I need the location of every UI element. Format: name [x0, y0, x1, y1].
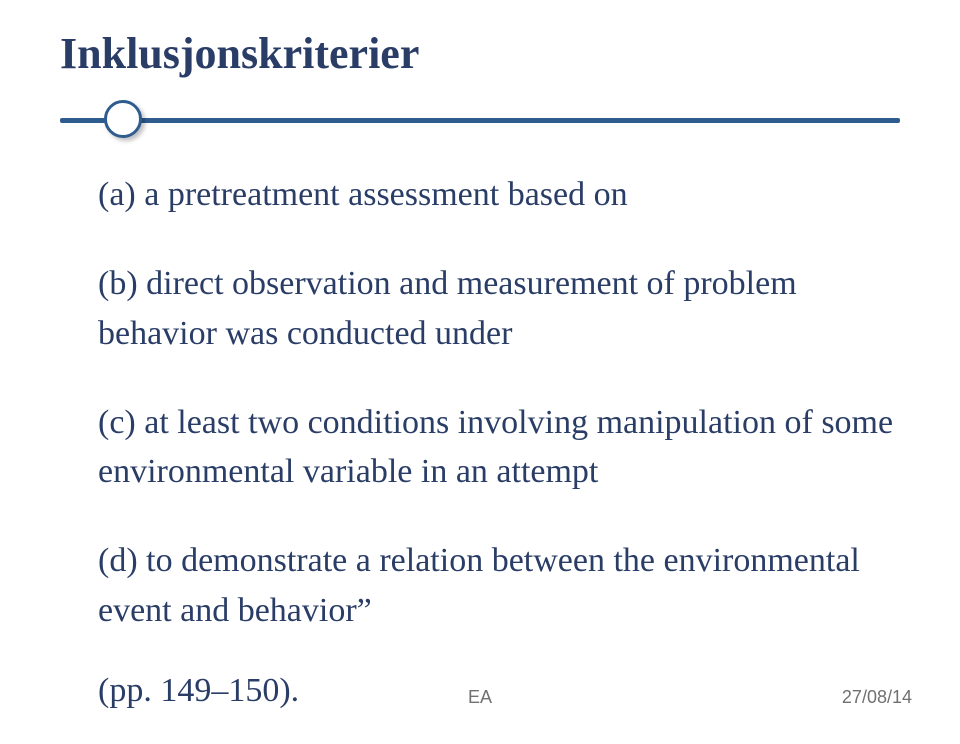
body-text: (a) a pretreatment assessment based on (…: [98, 170, 898, 675]
body-line-b: (b) direct observation and measurement o…: [98, 259, 898, 358]
slide: Inklusjonskriterier (a) a pretreatment a…: [0, 0, 960, 744]
body-line-d: (d) to demonstrate a relation between th…: [98, 536, 898, 635]
footer-center: EA: [468, 687, 492, 708]
page-reference: (pp. 149–150).: [98, 672, 299, 710]
footer-date: 27/08/14: [842, 687, 912, 708]
slide-title: Inklusjonskriterier: [60, 28, 419, 79]
rule-dot-icon: [104, 100, 142, 138]
rule-line: [60, 118, 900, 123]
body-line-a: (a) a pretreatment assessment based on: [98, 170, 898, 219]
body-line-c: (c) at least two conditions involving ma…: [98, 398, 898, 497]
